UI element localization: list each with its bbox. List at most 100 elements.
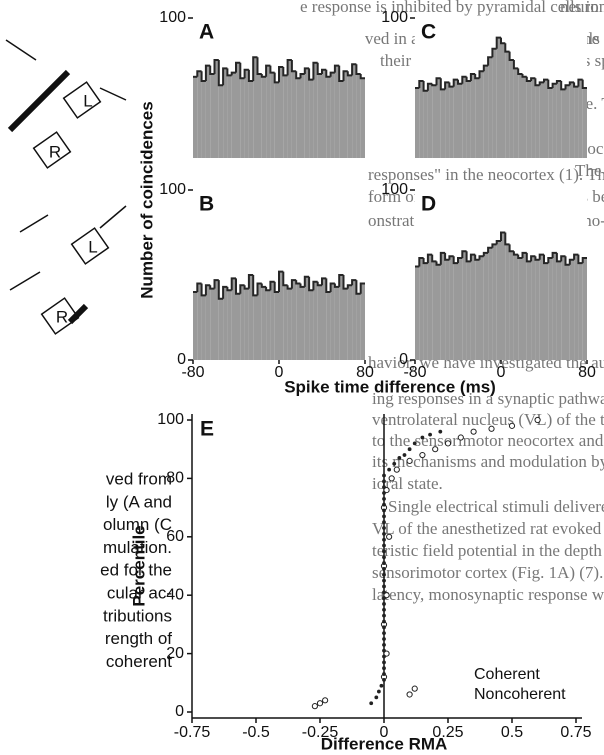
histogram-bar (462, 251, 467, 360)
x-tick-label: 0 (380, 724, 389, 741)
point (402, 453, 407, 457)
histogram-step (564, 256, 570, 266)
histogram-step (256, 57, 262, 75)
histogram-step (530, 77, 536, 81)
histogram-bar (501, 232, 506, 360)
histogram-step (299, 73, 305, 79)
histogram-step (418, 80, 424, 88)
histogram-bar (544, 263, 549, 360)
histogram-bar (445, 82, 450, 158)
histogram-bar (227, 75, 232, 158)
caption-text: ved from (106, 469, 172, 488)
histogram-bar (205, 65, 211, 158)
x-tick-label: 80 (356, 364, 374, 381)
article-text: Single electrical stimuli delivered to t… (388, 497, 604, 516)
histogram-step (530, 255, 536, 262)
point (322, 697, 329, 704)
histogram-bar (522, 252, 527, 360)
histogram-step (243, 68, 249, 79)
histogram-bar (214, 280, 219, 360)
legend-label: Coherent (474, 666, 540, 683)
histogram-bar (274, 82, 279, 158)
histogram-step (338, 65, 344, 82)
histogram-bar (488, 247, 493, 360)
point (382, 496, 386, 501)
histogram-step (577, 78, 583, 87)
point (382, 631, 386, 636)
point (379, 683, 384, 688)
histogram-bar (470, 74, 476, 158)
point (386, 533, 393, 540)
histogram-step (465, 76, 471, 82)
article-text: ventrolateral nucleus (VL) of the thalam… (372, 410, 604, 429)
histogram-bar (266, 290, 271, 360)
histogram-step (196, 70, 202, 77)
histogram-bar (253, 57, 258, 159)
histogram-step (303, 275, 310, 287)
arrow (5, 39, 37, 61)
histogram-bar (270, 281, 275, 360)
histogram-bar (419, 258, 424, 360)
histogram-step (226, 286, 232, 292)
histogram-step (282, 271, 288, 287)
electrode-bar (7, 69, 71, 133)
point (407, 447, 412, 452)
histogram-bar (440, 89, 446, 158)
histogram-bar (197, 283, 202, 360)
histogram-bar (445, 259, 450, 360)
histogram-bar (309, 79, 314, 158)
histogram-bar (253, 295, 258, 360)
point (412, 441, 417, 446)
point (388, 475, 395, 482)
histogram-bar (313, 281, 318, 360)
histogram-bar (296, 283, 301, 360)
histogram-bar (193, 76, 198, 158)
histogram-bar (427, 83, 433, 158)
box (70, 227, 110, 265)
histogram-step (333, 283, 340, 288)
histogram-step (295, 71, 301, 80)
histogram-step (512, 251, 519, 256)
histogram-bar (552, 83, 557, 158)
histogram-bar (505, 51, 510, 158)
histogram-step (256, 282, 262, 296)
histogram-bar (574, 86, 579, 158)
point (382, 642, 386, 647)
article-text: The (575, 161, 601, 180)
histogram-bar (356, 293, 361, 360)
point (419, 451, 426, 459)
histogram-step (346, 71, 353, 77)
histogram-step (461, 250, 467, 258)
box-label: L (83, 91, 92, 110)
article-text: VL of the anesthetized rat evoked a char… (372, 519, 604, 538)
point (382, 479, 386, 484)
histogram-step (560, 81, 566, 91)
point (382, 491, 386, 495)
point (382, 607, 386, 612)
histogram-step (560, 255, 566, 262)
histogram-bar (317, 74, 322, 158)
x-tick-label: -0.75 (174, 724, 211, 741)
histogram-bar (317, 285, 322, 360)
histogram-bar (535, 85, 540, 158)
histogram-bar (505, 244, 510, 360)
histogram-bar (244, 69, 249, 158)
y-tick-label: 100 (381, 181, 408, 198)
histogram-bar (449, 256, 454, 360)
point (382, 648, 386, 653)
histogram-step (547, 257, 553, 264)
point (316, 700, 324, 707)
histogram-bar (283, 75, 288, 158)
histogram-bar (240, 285, 245, 360)
histogram-bar (334, 286, 340, 360)
histogram-step (457, 257, 463, 264)
histogram-bar (244, 288, 249, 360)
point (382, 543, 386, 548)
histogram-bar (475, 259, 480, 360)
point (382, 561, 386, 565)
box-label: L (88, 237, 97, 256)
histogram-bar (531, 78, 536, 158)
box-label: R (56, 307, 68, 326)
histogram-bar (539, 82, 544, 158)
histogram-step (265, 286, 271, 292)
